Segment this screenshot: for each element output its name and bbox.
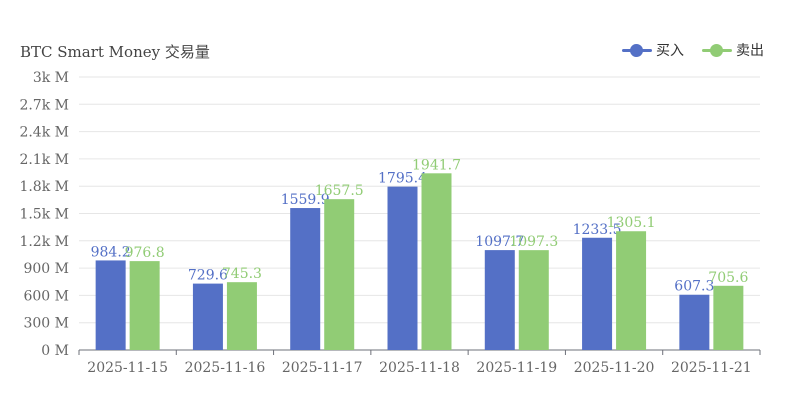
legend-label-sell: 卖出	[736, 43, 764, 59]
y-tick-label: 300 M	[23, 316, 69, 332]
data-label: 1795.4	[378, 171, 427, 187]
data-label: 976.8	[125, 245, 165, 261]
legend-item-buy[interactable]: 买入	[622, 40, 684, 60]
data-label: 705.6	[708, 270, 748, 286]
bar-buy	[95, 260, 126, 350]
legend-swatch-sell	[702, 44, 732, 57]
bar-buy	[192, 283, 223, 350]
legend-item-sell[interactable]: 卖出	[702, 40, 764, 60]
bar-sell	[616, 231, 647, 350]
bar-sell	[226, 282, 257, 350]
y-tick-label: 1.2k M	[19, 234, 69, 250]
x-tick-label: 2025-11-19	[476, 360, 557, 376]
bar-sell	[713, 285, 744, 350]
chart-title: BTC Smart Money 交易量	[20, 43, 210, 61]
y-tick-label: 2.7k M	[19, 97, 69, 113]
data-label: 1097.7	[475, 234, 524, 250]
x-tick-label: 2025-11-16	[185, 360, 266, 376]
bar-buy	[387, 186, 418, 350]
x-tick-label: 2025-11-15	[87, 360, 168, 376]
y-tick-label: 600 M	[23, 288, 69, 304]
data-label: 1941.7	[412, 157, 461, 173]
x-tick-label: 2025-11-21	[671, 360, 752, 376]
data-label: 1657.5	[315, 183, 364, 199]
data-label: 1559.9	[281, 192, 330, 208]
bar-buy	[484, 250, 515, 350]
data-label: 607.3	[674, 279, 714, 295]
bar-buy	[582, 237, 613, 350]
y-tick-label: 900 M	[23, 261, 69, 277]
x-tick-label: 2025-11-18	[379, 360, 460, 376]
legend: 买入 卖出	[622, 40, 764, 60]
bar-sell	[129, 261, 160, 350]
data-label: 1305.1	[607, 215, 656, 231]
bar-sell	[421, 173, 452, 350]
x-tick-label: 2025-11-20	[574, 360, 655, 376]
bar-buy	[290, 208, 321, 350]
bar-buy	[679, 294, 710, 350]
bar-sell	[518, 250, 549, 350]
y-tick-label: 2.4k M	[19, 125, 69, 141]
data-label: 1097.3	[509, 234, 558, 250]
x-tick-label: 2025-11-17	[282, 360, 363, 376]
y-tick-label: 1.5k M	[19, 207, 69, 223]
data-label: 984.2	[91, 244, 131, 260]
y-tick-label: 1.8k M	[19, 179, 69, 195]
data-label: 745.3	[222, 266, 262, 282]
legend-label-buy: 买入	[656, 43, 684, 59]
bar-sell	[324, 199, 355, 350]
y-tick-label: 3k M	[33, 70, 69, 86]
data-label: 729.6	[188, 268, 228, 284]
y-tick-label: 2.1k M	[19, 152, 69, 168]
data-label: 1233.5	[573, 222, 622, 238]
y-tick-label: 0 M	[41, 343, 69, 359]
legend-swatch-buy	[622, 44, 652, 57]
